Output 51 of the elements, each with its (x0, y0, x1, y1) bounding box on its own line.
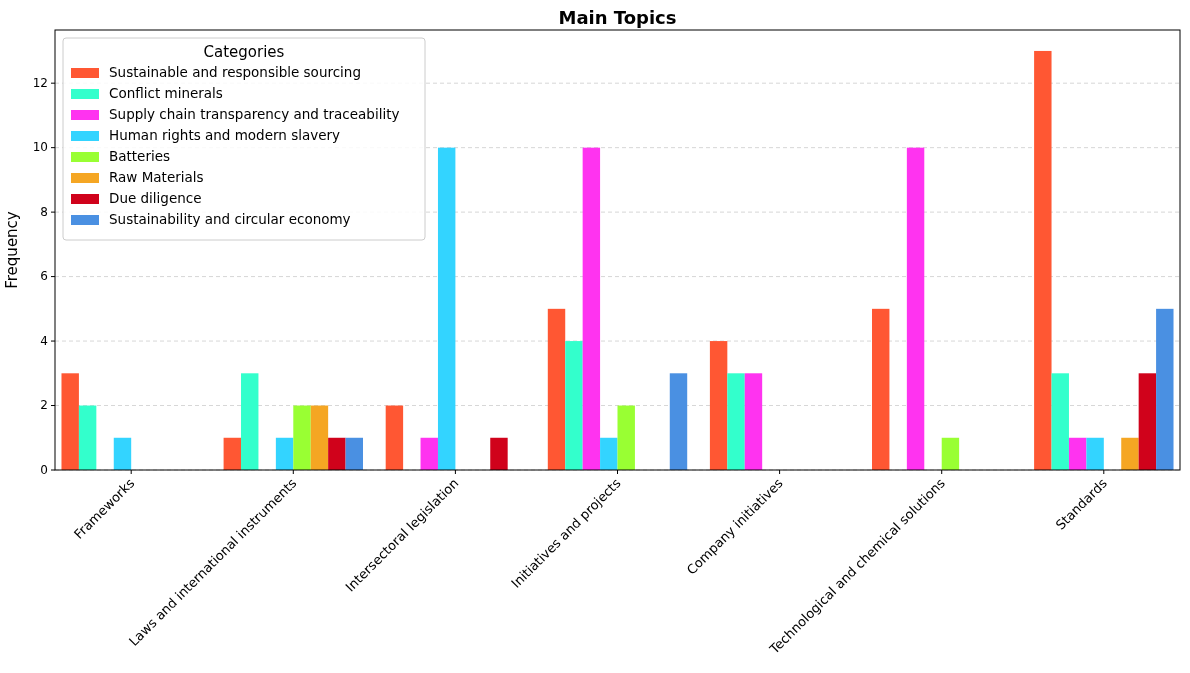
y-tick-label: 4 (40, 333, 48, 348)
y-tick-label: 2 (40, 398, 48, 413)
bar (547, 308, 566, 470)
legend-label: Human rights and modern slavery (109, 127, 341, 143)
bar (582, 147, 601, 470)
y-tick-label: 6 (40, 269, 48, 284)
bar (293, 405, 311, 470)
bar (617, 405, 635, 470)
bar (1086, 437, 1104, 470)
legend-label: Batteries (109, 148, 171, 164)
y-axis-title: Frequency (3, 211, 21, 289)
bar (223, 437, 242, 470)
bar (1051, 373, 1069, 470)
y-tick-label: 8 (40, 204, 48, 219)
bar (744, 373, 763, 470)
bar (565, 341, 583, 470)
y-tick-label: 10 (32, 140, 48, 155)
bar (328, 437, 346, 470)
bar (709, 341, 728, 470)
bar (437, 147, 456, 470)
bar (420, 437, 438, 470)
bar (941, 437, 960, 470)
legend-label: Supply chain transparency and traceability (109, 106, 400, 122)
bar (385, 405, 404, 470)
bar (872, 308, 890, 470)
bar (1156, 308, 1174, 470)
bar (490, 437, 508, 470)
bar (1068, 437, 1087, 470)
y-tick-label: 12 (32, 76, 48, 91)
bar (78, 405, 97, 470)
legend-label: Conflict minerals (109, 85, 223, 101)
bar (669, 373, 688, 470)
bar (310, 405, 329, 470)
bar (345, 437, 363, 470)
bar (113, 437, 132, 470)
chart-title: Main Topics (558, 7, 677, 28)
legend-label: Sustainability and circular economy (109, 211, 351, 227)
bar (241, 373, 259, 470)
legend-label: Raw Materials (109, 169, 204, 185)
legend-label: Sustainable and responsible sourcing (109, 64, 361, 80)
legend-label: Due diligence (109, 190, 202, 206)
bar (1121, 437, 1139, 470)
legend-title: Categories (203, 43, 285, 61)
bar (1034, 50, 1052, 470)
bar (906, 147, 925, 470)
bar (727, 373, 745, 470)
bar (275, 437, 294, 470)
bar (1138, 373, 1157, 470)
y-tick-label: 0 (40, 462, 48, 477)
bar (61, 373, 79, 470)
bar (600, 437, 618, 470)
